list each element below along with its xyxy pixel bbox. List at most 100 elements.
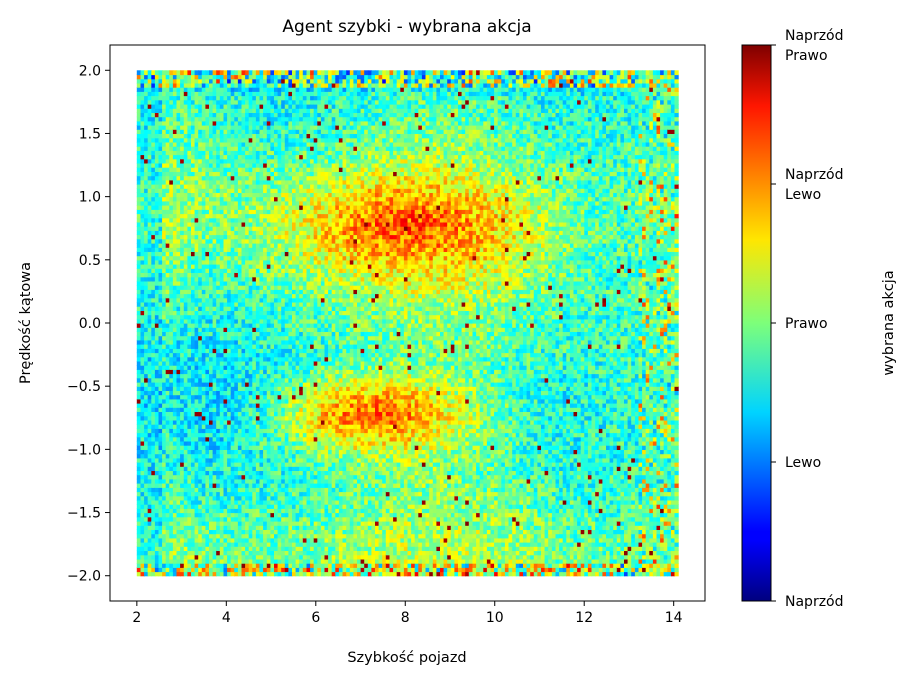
heatmap-cell: [212, 516, 217, 522]
heatmap-cell: [259, 133, 264, 139]
heatmap-cell: [263, 146, 268, 151]
heatmap-cell: [176, 377, 181, 383]
heatmap-cell: [140, 104, 145, 109]
heatmap-cell: [274, 289, 279, 295]
heatmap-cell: [198, 428, 203, 434]
heatmap-cell: [158, 306, 163, 312]
heatmap-cell: [176, 175, 181, 181]
heatmap-cell: [194, 504, 199, 509]
heatmap-cell: [169, 360, 174, 366]
heatmap-cell: [162, 91, 167, 97]
heatmap-cell: [147, 137, 152, 143]
heatmap-cell: [165, 213, 170, 219]
heatmap-cell: [180, 537, 185, 543]
heatmap-cell: [266, 495, 272, 501]
heatmap-cell: [183, 386, 189, 392]
heatmap-cell: [216, 440, 221, 446]
heatmap-cell: [216, 82, 221, 88]
heatmap-cell: [187, 483, 192, 488]
heatmap-cell: [151, 217, 156, 223]
heatmap-cell: [230, 188, 235, 194]
heatmap-cell: [136, 251, 142, 257]
heatmap-cell: [205, 213, 210, 219]
heatmap-cell: [263, 537, 268, 543]
heatmap-cell: [205, 175, 210, 181]
heatmap-cell: [212, 251, 217, 257]
heatmap-cell: [255, 255, 261, 261]
heatmap-cell: [154, 238, 160, 244]
heatmap-cell: [194, 411, 199, 417]
heatmap-cell: [216, 499, 221, 505]
heatmap-cell: [223, 205, 228, 210]
heatmap-cell: [274, 352, 279, 358]
heatmap-cell: [245, 175, 250, 181]
heatmap-cell: [270, 571, 275, 577]
heatmap-cell: [263, 196, 268, 202]
heatmap-cell: [183, 356, 189, 362]
heatmap-cell: [187, 243, 192, 248]
heatmap-cell: [187, 344, 192, 349]
heatmap-cell: [248, 150, 253, 156]
heatmap-cell: [154, 272, 160, 278]
heatmap-cell: [277, 137, 282, 143]
heatmap-cell: [241, 398, 246, 404]
heatmap-cell: [259, 453, 264, 459]
heatmap-cell: [144, 268, 149, 274]
heatmap-cell: [245, 529, 250, 535]
heatmap-cell: [259, 339, 264, 345]
heatmap-cell: [158, 70, 163, 76]
heatmap-cell: [194, 297, 199, 303]
heatmap-cell: [151, 213, 156, 219]
heatmap-cell: [154, 116, 160, 122]
heatmap-cell: [248, 116, 253, 122]
heatmap-cell: [234, 171, 239, 177]
heatmap-cell: [266, 175, 272, 181]
heatmap-cell: [198, 369, 203, 375]
heatmap-cell: [140, 440, 145, 446]
heatmap-cell: [154, 440, 160, 446]
heatmap-cell: [201, 483, 207, 488]
heatmap-cell: [227, 285, 232, 290]
heatmap-cell: [169, 125, 174, 130]
heatmap-cell: [234, 470, 239, 476]
heatmap-cell: [212, 390, 217, 396]
heatmap-cell: [274, 516, 279, 522]
heatmap-cell: [183, 125, 189, 130]
heatmap-cell: [147, 394, 152, 400]
heatmap-cell: [194, 419, 199, 425]
heatmap-cell: [169, 192, 174, 198]
heatmap-cell: [266, 184, 272, 189]
heatmap-cell: [154, 150, 160, 156]
heatmap-cell: [154, 293, 160, 299]
heatmap-cell: [191, 141, 196, 147]
heatmap-cell: [241, 255, 246, 261]
heatmap-cell: [140, 537, 145, 543]
heatmap-cell: [241, 550, 246, 556]
heatmap-cell: [201, 171, 207, 177]
heatmap-cell: [245, 415, 250, 421]
heatmap-cell: [255, 521, 261, 526]
heatmap-cell: [191, 95, 196, 101]
heatmap-cell: [191, 217, 196, 223]
heatmap-cell: [158, 78, 163, 84]
heatmap-cell: [266, 259, 272, 265]
heatmap-cell: [216, 226, 221, 231]
heatmap-cell: [201, 150, 207, 156]
heatmap-cell: [169, 478, 174, 484]
heatmap-cell: [158, 129, 163, 135]
heatmap-cell: [136, 167, 142, 173]
heatmap-cell: [187, 398, 192, 404]
heatmap-cell: [241, 483, 246, 488]
heatmap-cell: [191, 352, 196, 358]
heatmap-cell: [151, 398, 156, 404]
heatmap-cell: [198, 150, 203, 156]
heatmap-cell: [140, 529, 145, 535]
heatmap-cell: [201, 280, 207, 286]
heatmap-cell: [165, 365, 170, 370]
heatmap-cell: [270, 184, 275, 189]
heatmap-cell: [259, 217, 264, 223]
heatmap-cell: [245, 150, 250, 156]
heatmap-cell: [183, 411, 189, 417]
heatmap-cell: [154, 184, 160, 189]
heatmap-cell: [245, 360, 250, 366]
